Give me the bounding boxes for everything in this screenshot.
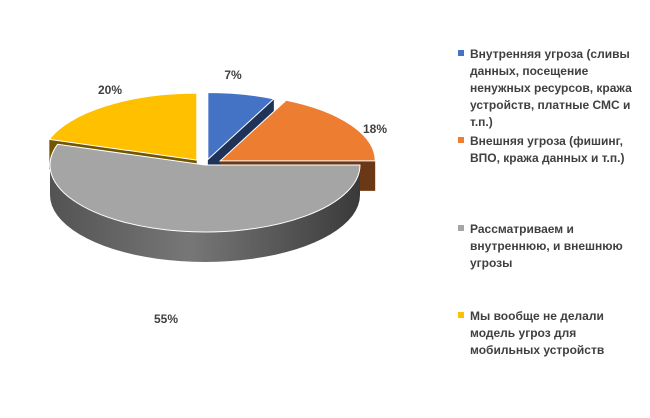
data-label-external-threat: 18%: [363, 122, 387, 136]
legend-swatch-no-threat-model: [458, 312, 464, 318]
slice-both-threats: [49, 143, 361, 233]
legend-label-both-threats: Рассматриваем и внутреннюю, и внешнюю уг…: [470, 222, 623, 270]
legend-item-internal-threat: Внутренняя угроза (сливы данных, посещен…: [458, 46, 643, 131]
legend-item-no-threat-model: Мы вообще не делали модель угроз для моб…: [458, 308, 643, 359]
legend-item-external-threat: Внешняя угроза (фишинг, ВПО, кража данны…: [458, 133, 643, 167]
data-label-both-threats: 55%: [154, 312, 178, 326]
slice-external-threat: [218, 99, 376, 162]
legend-label-internal-threat: Внутренняя угроза (сливы данных, посещен…: [470, 47, 632, 129]
legend-label-no-threat-model: Мы вообще не делали модель угроз для моб…: [470, 309, 605, 357]
slice-no-threat-model: [48, 92, 198, 161]
data-labels: 7% 18% 55% 20%: [98, 68, 387, 326]
legend-swatch-both-threats: [458, 225, 464, 231]
data-label-internal-threat: 7%: [224, 68, 242, 82]
legend-swatch-internal-threat: [458, 50, 464, 56]
legend-label-external-threat: Внешняя угроза (фишинг, ВПО, кража данны…: [470, 134, 625, 165]
legend-item-both-threats: Рассматриваем и внутреннюю, и внешнюю уг…: [458, 221, 643, 272]
legend-swatch-external-threat: [458, 137, 464, 143]
data-label-no-threat-model: 20%: [98, 83, 122, 97]
slice-outer-face-both-threats: [50, 165, 360, 262]
slice-internal-threat: [207, 92, 275, 161]
pie-slices: [48, 92, 376, 262]
